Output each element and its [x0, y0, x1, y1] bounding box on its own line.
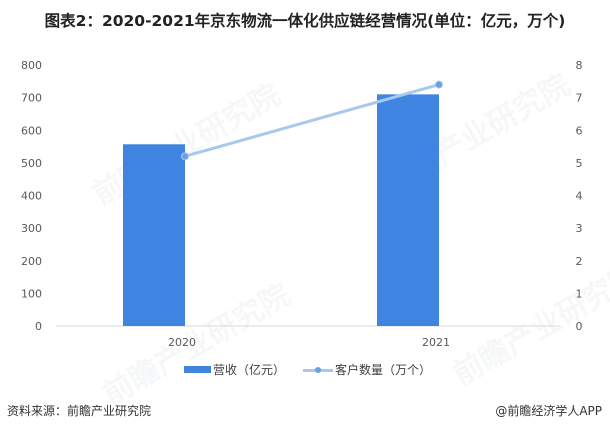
source-note: 资料来源：前瞻产业研究院: [7, 404, 152, 418]
right-axis-tick: 6: [576, 124, 583, 137]
right-axis-tick: 3: [576, 222, 583, 235]
x-axis-tick: 2021: [422, 336, 450, 349]
chart-title: 图表2：2020-2021年京东物流一体化供应链经营情况(单位：亿元，万个): [44, 12, 566, 30]
line-series: [181, 80, 443, 161]
legend-label: 营收（亿元）: [213, 363, 286, 377]
left-axis-tick: 300: [21, 222, 42, 235]
customer-line: [184, 83, 440, 158]
credit-note: @前瞻经济学人APP: [495, 404, 602, 418]
legend: 营收（亿元） 客户数量（万个）: [0, 361, 610, 379]
right-axis-tick: 0: [576, 320, 583, 333]
legend-item-customers: 客户数量（万个）: [303, 361, 431, 378]
bar-2021: [377, 94, 439, 326]
x-axis-ticks: 2020 2021: [168, 336, 450, 349]
line-point-2020: [181, 152, 189, 161]
bar-swatch-icon: [184, 366, 211, 373]
legend-label: 客户数量（万个）: [335, 363, 432, 377]
line-point-2021: [435, 80, 443, 89]
bar-series: [123, 94, 439, 326]
bar-2020: [123, 144, 185, 326]
left-axis-tick: 200: [21, 255, 42, 268]
right-axis-tick: 1: [576, 287, 583, 300]
right-axis-ticks: 0 1 2 3 4 5 6 7 8: [576, 59, 583, 333]
left-axis-tick: 600: [21, 124, 42, 137]
left-axis-ticks: 0 100 200 300 400 500 600 700 800: [21, 59, 42, 333]
left-axis-tick: 0: [35, 320, 42, 333]
x-axis-tick: 2020: [168, 336, 196, 349]
left-axis-tick: 400: [21, 190, 42, 203]
right-axis-tick: 5: [576, 157, 583, 170]
right-axis-tick: 7: [576, 92, 583, 105]
left-axis-tick: 800: [21, 59, 42, 72]
right-axis-tick: 2: [576, 255, 583, 268]
right-axis-tick: 8: [576, 59, 583, 72]
right-axis-tick: 4: [576, 190, 583, 203]
line-swatch-icon: [303, 365, 333, 375]
left-axis-tick: 100: [21, 287, 42, 300]
legend-item-revenue: 营收（亿元）: [184, 361, 285, 378]
left-axis-tick: 500: [21, 157, 42, 170]
left-axis-tick: 700: [21, 92, 42, 105]
